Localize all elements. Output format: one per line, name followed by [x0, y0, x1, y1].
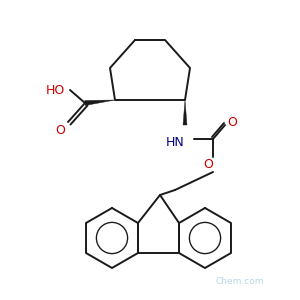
Polygon shape: [85, 100, 115, 106]
Text: O: O: [55, 124, 65, 136]
Text: Chem.com: Chem.com: [216, 278, 264, 286]
Text: O: O: [203, 158, 213, 172]
Text: O: O: [227, 116, 237, 128]
Polygon shape: [183, 100, 187, 125]
Text: HO: HO: [45, 83, 64, 97]
Text: HN: HN: [166, 136, 184, 148]
